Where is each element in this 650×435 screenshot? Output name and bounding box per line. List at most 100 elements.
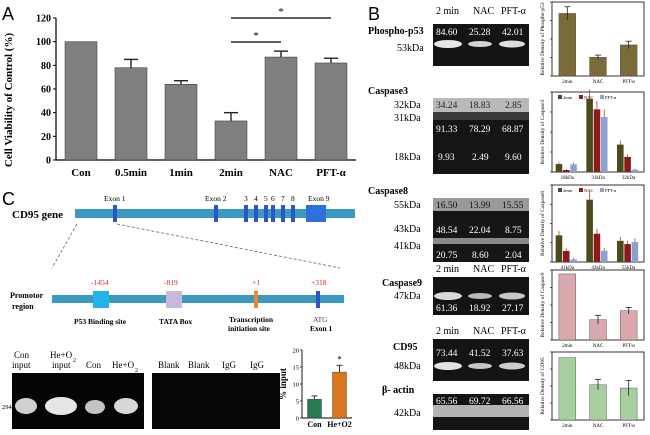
bar bbox=[624, 244, 631, 262]
bar bbox=[631, 242, 639, 262]
bar bbox=[562, 170, 570, 172]
bar bbox=[620, 310, 638, 341]
blot-title-cd95: CD95 bbox=[393, 342, 417, 353]
blot-value: 42.01 bbox=[502, 28, 524, 38]
blot-kda-42: 42kDa bbox=[394, 408, 421, 419]
bar bbox=[617, 144, 624, 172]
position-label: -819 bbox=[164, 278, 178, 287]
band bbox=[433, 198, 529, 211]
gel-image-right bbox=[152, 373, 280, 429]
exon-5-block bbox=[264, 205, 268, 222]
bar bbox=[593, 233, 601, 262]
gel-lane-label: IgG bbox=[222, 360, 236, 370]
x-tick-label: 31kDa bbox=[591, 176, 605, 181]
panel-label-b: B bbox=[368, 4, 380, 24]
bar bbox=[264, 56, 298, 161]
significance-star: * bbox=[253, 30, 259, 42]
exon-label: 7 bbox=[281, 194, 285, 203]
chart-a: Cell Viability of Control (%) 0 20 40 60 80 1… bbox=[3, 6, 356, 179]
blot-value: 27.17 bbox=[502, 304, 524, 314]
exon-label: Exon 2 bbox=[205, 194, 227, 203]
bar bbox=[586, 199, 593, 262]
bar bbox=[617, 240, 624, 262]
x-tick-label: PFT-α bbox=[622, 344, 635, 349]
exon-3-block bbox=[244, 205, 248, 222]
atg-box bbox=[316, 291, 320, 308]
blot-value: 22.04 bbox=[469, 226, 491, 236]
x-tick-label: 55kDa bbox=[622, 266, 636, 271]
legend-label: PFT-α bbox=[605, 95, 617, 100]
bar bbox=[600, 250, 608, 262]
bar bbox=[555, 235, 563, 262]
x-tick-label: 18kDa bbox=[561, 176, 575, 181]
legend-swatch bbox=[558, 188, 562, 192]
promoter-label: Promotor bbox=[10, 291, 44, 300]
legend-label: 2min bbox=[563, 188, 573, 193]
exon-9-block bbox=[306, 205, 326, 222]
bar bbox=[589, 57, 607, 77]
gel-lane-label: He+O bbox=[50, 350, 73, 360]
significance-star: * bbox=[337, 354, 342, 364]
x-tick-label: 32kDa bbox=[622, 176, 636, 181]
gel-subscript: 2 bbox=[135, 368, 138, 374]
exon-label: 4 bbox=[254, 194, 258, 203]
blot-kda-41: 41kDa bbox=[394, 241, 421, 252]
bar bbox=[558, 357, 576, 421]
blot-header-nac: NAC bbox=[473, 326, 494, 337]
blot-header-2min: 2 min bbox=[436, 326, 459, 337]
blot-cd95: 2 min NAC PFT-α CD95 48kDa 73.44 41.52 3… bbox=[393, 326, 529, 381]
blot-value: 69.72 bbox=[469, 397, 491, 407]
band bbox=[434, 40, 462, 48]
bar bbox=[307, 399, 322, 419]
bar bbox=[555, 164, 563, 172]
bar bbox=[570, 164, 577, 172]
bar bbox=[620, 44, 638, 77]
blot-p53: 2 min NAC PFT-α Phospho-p53 53kDa 84.60 … bbox=[368, 6, 529, 66]
exon-label: 8 bbox=[291, 194, 295, 203]
bar bbox=[164, 84, 198, 161]
band bbox=[468, 41, 492, 47]
legend-swatch bbox=[600, 188, 604, 192]
blot-value: 61.36 bbox=[436, 304, 458, 314]
bar bbox=[600, 116, 608, 172]
blot-value: 34.24 bbox=[436, 101, 458, 111]
chip-gel: Con input He+O 2 input Con He+O 2 Blank … bbox=[2, 350, 280, 429]
blot-kda-32: 32kDa bbox=[394, 100, 421, 111]
blot-value: 78.29 bbox=[469, 125, 491, 135]
y-tick-label: 100 bbox=[36, 37, 51, 48]
blot-caspase8: Caspase8 55kDa 43kDa 41kDa 16.50 13.99 1… bbox=[368, 186, 529, 262]
bar bbox=[332, 371, 347, 419]
x-tick-label: NAC bbox=[593, 80, 604, 85]
chart-b-caspase9: Relative Density of Caspase9 2min NAC PFT-α bbox=[539, 269, 645, 349]
blot-value: 41.52 bbox=[469, 349, 491, 359]
y-tick-label: 10 bbox=[293, 382, 300, 389]
blot-value: 2.85 bbox=[505, 101, 522, 111]
legend-swatch bbox=[558, 95, 562, 99]
gel-lane-label: input bbox=[52, 360, 71, 370]
blot-value: 2.49 bbox=[472, 153, 489, 163]
feature-label: TATA Box bbox=[159, 317, 192, 326]
blot-value: 84.60 bbox=[436, 28, 458, 38]
x-tick-label: 0.5min bbox=[115, 167, 147, 179]
blot-value: 18.83 bbox=[469, 101, 491, 111]
y-axis-label: Relative Density of Caspase3 bbox=[539, 99, 546, 164]
blot-actin: β- actin 42kDa 65.56 69.72 66.56 bbox=[382, 385, 529, 430]
y-axis-label: Relative Density of CD95 bbox=[539, 357, 546, 415]
blot-caspase3: Caspase3 32kDa 31kDa 18kDa 34.24 18.83 2… bbox=[368, 86, 529, 174]
band bbox=[433, 112, 529, 120]
blot-kda-18: 18kDa bbox=[394, 152, 421, 163]
gel-band bbox=[15, 398, 37, 414]
legend-label: PFT-α bbox=[605, 188, 617, 193]
y-axis-label: % input bbox=[278, 368, 288, 400]
y-tick-label: 0 bbox=[296, 416, 299, 423]
blot-title-casp3: Caspase3 bbox=[368, 86, 408, 97]
bar bbox=[64, 41, 98, 161]
band bbox=[499, 40, 525, 48]
x-tick-label: PFT-α bbox=[622, 424, 635, 429]
blot-caspase9: 2 min NAC PFT-α Caspase9 47kDa 61.36 18.… bbox=[382, 264, 529, 315]
y-tick-label: 20 bbox=[41, 132, 51, 143]
bar bbox=[631, 169, 639, 172]
promoter-label: region bbox=[12, 302, 34, 311]
